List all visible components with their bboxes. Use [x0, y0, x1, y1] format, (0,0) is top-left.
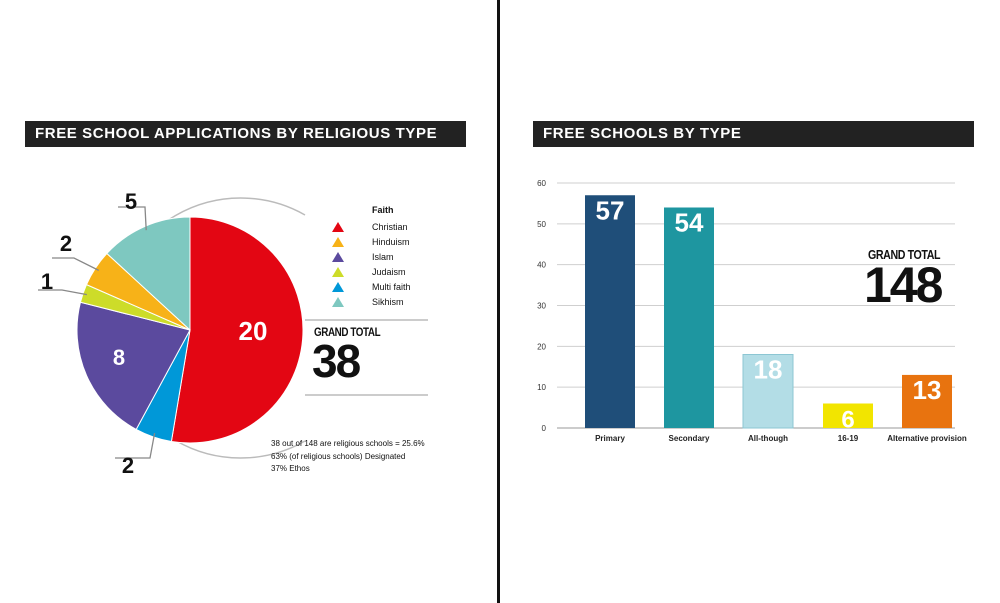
bar-value-label: 54 [675, 208, 704, 238]
pie-value-label: 1 [41, 269, 53, 294]
pie-callout-line [115, 432, 156, 459]
bar-16-19 [823, 403, 873, 428]
legend-swatch [332, 296, 344, 307]
bar-grand-total-value: 148 [864, 257, 943, 313]
note-line: 63% (of religious schools) Designated [271, 451, 406, 461]
pie-slice-christian [170, 216, 304, 444]
pie-chart-title: FREE SCHOOL APPLICATIONS BY RELIGIOUS TY… [25, 121, 466, 147]
legend-swatch [332, 281, 344, 292]
bar-value-label: 13 [913, 375, 942, 405]
y-tick-label: 30 [537, 302, 546, 311]
legend-label: Hinduism [372, 236, 410, 247]
pie-callout-line [118, 206, 147, 231]
y-tick-label: 40 [537, 261, 546, 270]
bar-chart-title: FREE SCHOOLS BY TYPE [533, 121, 974, 147]
note-line: 37% Ethos [271, 464, 310, 473]
legend-item: Judaism [330, 264, 411, 279]
pie-callout-line [38, 289, 88, 296]
bar-primary [585, 195, 635, 428]
y-tick-label: 0 [542, 424, 547, 433]
bar-value-label: 18 [754, 355, 783, 385]
legend-swatch [332, 221, 344, 232]
pie-value-label: 20 [239, 316, 268, 346]
legend-item: Christian [330, 219, 411, 234]
bar-secondary [664, 207, 714, 428]
legend-item: Islam [330, 249, 411, 264]
bar-grand-total-label: GRAND TOTAL [868, 247, 941, 262]
legend-label: Christian [372, 221, 408, 232]
legend-label: Multi faith [372, 281, 411, 292]
bar-value-label: 6 [841, 407, 854, 434]
legend-item: Multi faith [330, 279, 411, 294]
pie-slice-islam [76, 301, 191, 431]
y-tick-label: 20 [537, 342, 546, 351]
pie-callout-line [52, 257, 100, 271]
legend-swatch [332, 266, 344, 277]
x-category-label: Secondary [669, 434, 710, 443]
legend-title: Faith [372, 205, 394, 215]
x-category-label: All-though [748, 434, 788, 443]
bar-alternative-provision [902, 374, 952, 428]
y-tick-label: 10 [537, 383, 546, 392]
legend-swatch [332, 251, 344, 262]
x-category-label: Alternative provision [887, 434, 967, 443]
y-tick-label: 60 [537, 179, 546, 188]
bar-chart: 0 10 20 30 40 50 60 57 Primary 54 Secondary 18 All-… [537, 179, 967, 443]
pie-slice-sikhism [106, 216, 191, 332]
pie-value-label: 2 [122, 453, 134, 478]
bar-all-though [742, 354, 794, 429]
legend-item: Hinduism [330, 234, 411, 249]
panel-divider [497, 0, 500, 603]
legend-label: Islam [372, 251, 394, 262]
legend-label: Sikhism [372, 296, 404, 307]
bar-value-label: 57 [596, 195, 625, 225]
pie-value-label: 5 [125, 189, 137, 214]
pie-legend: Faith Christian Hinduism Islam Judaism Multi… [330, 205, 411, 309]
pie-value-label: 2 [60, 231, 72, 256]
x-category-label: Primary [595, 434, 625, 443]
pie-grand-total-label: GRAND TOTAL [314, 325, 381, 339]
legend-label: Judaism [372, 266, 406, 277]
legend-item: Sikhism [330, 294, 411, 309]
y-tick-label: 50 [537, 220, 546, 229]
pie-value-label: 8 [113, 345, 125, 370]
pie-grand-total-value: 38 [312, 335, 361, 387]
note-line: 38 out of 148 are religious schools = 25… [271, 439, 425, 448]
legend-swatch [332, 236, 344, 247]
pie-notes: 38 out of 148 are religious schools = 25… [271, 438, 425, 476]
x-category-label: 16-19 [838, 434, 859, 443]
